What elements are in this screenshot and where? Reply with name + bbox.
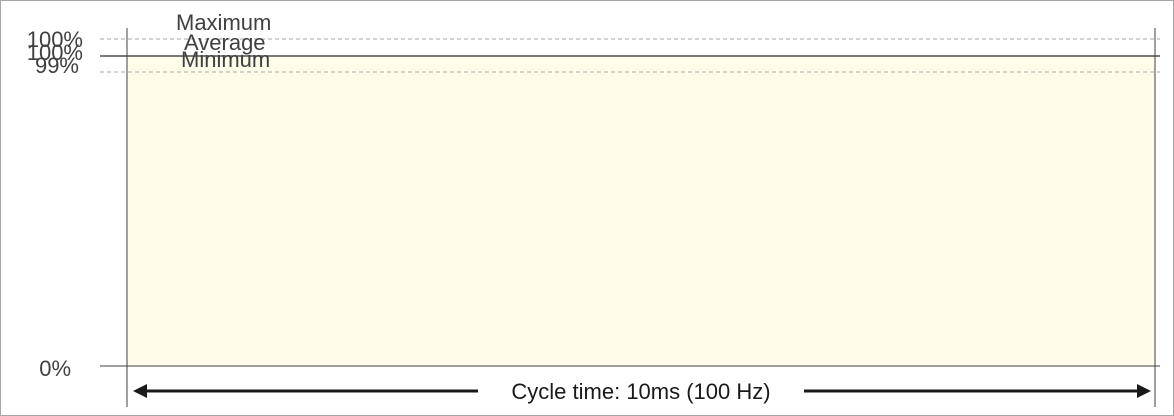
y-tick-label-max: 100%	[27, 27, 83, 52]
load-area	[127, 56, 1155, 366]
y-tick-label-avg: 100%	[27, 40, 83, 65]
average-label: Average	[184, 30, 266, 55]
y-tick-label-zero: 0%	[39, 356, 71, 381]
minimum-label: Minimum	[181, 47, 270, 72]
cycle-time-label: Cycle time: 10ms (100 Hz)	[511, 379, 770, 404]
maximum-label: Maximum	[176, 10, 271, 35]
y-tick-label-min: 99%	[35, 53, 79, 78]
arrow-right-icon	[1137, 384, 1151, 398]
arrow-left-icon	[133, 384, 147, 398]
